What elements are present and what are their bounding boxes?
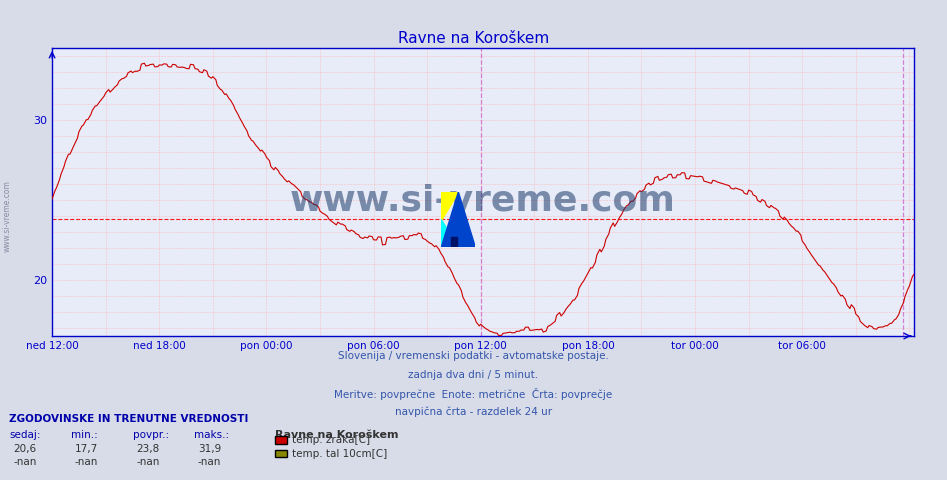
Text: 23,8: 23,8 [136, 444, 160, 454]
Text: 17,7: 17,7 [75, 444, 98, 454]
Text: www.si-vreme.com: www.si-vreme.com [3, 180, 12, 252]
Text: -nan: -nan [13, 457, 37, 467]
Text: www.si-vreme.com: www.si-vreme.com [290, 184, 676, 217]
Text: Ravne na Koroškem: Ravne na Koroškem [398, 31, 549, 46]
Polygon shape [441, 192, 475, 247]
Text: min.:: min.: [71, 430, 98, 440]
Text: temp. tal 10cm[C]: temp. tal 10cm[C] [292, 449, 387, 458]
Bar [451, 237, 457, 247]
Text: sedaj:: sedaj: [9, 430, 41, 440]
Text: -nan: -nan [75, 457, 98, 467]
Text: -nan: -nan [136, 457, 160, 467]
Text: -nan: -nan [198, 457, 222, 467]
Text: Slovenija / vremenski podatki - avtomatske postaje.: Slovenija / vremenski podatki - avtomats… [338, 351, 609, 361]
Text: maks.:: maks.: [194, 430, 229, 440]
Text: ZGODOVINSKE IN TRENUTNE VREDNOSTI: ZGODOVINSKE IN TRENUTNE VREDNOSTI [9, 414, 249, 424]
Polygon shape [441, 220, 458, 247]
Polygon shape [441, 192, 458, 220]
Text: navpična črta - razdelek 24 ur: navpična črta - razdelek 24 ur [395, 406, 552, 417]
Text: Meritve: povprečne  Enote: metrične  Črta: povprečje: Meritve: povprečne Enote: metrične Črta:… [334, 388, 613, 400]
Text: zadnja dva dni / 5 minut.: zadnja dva dni / 5 minut. [408, 370, 539, 380]
Text: povpr.:: povpr.: [133, 430, 169, 440]
Text: Ravne na Koroškem: Ravne na Koroškem [275, 430, 398, 440]
Text: 20,6: 20,6 [13, 444, 36, 454]
Text: temp. zraka[C]: temp. zraka[C] [292, 435, 369, 445]
Text: 31,9: 31,9 [198, 444, 222, 454]
